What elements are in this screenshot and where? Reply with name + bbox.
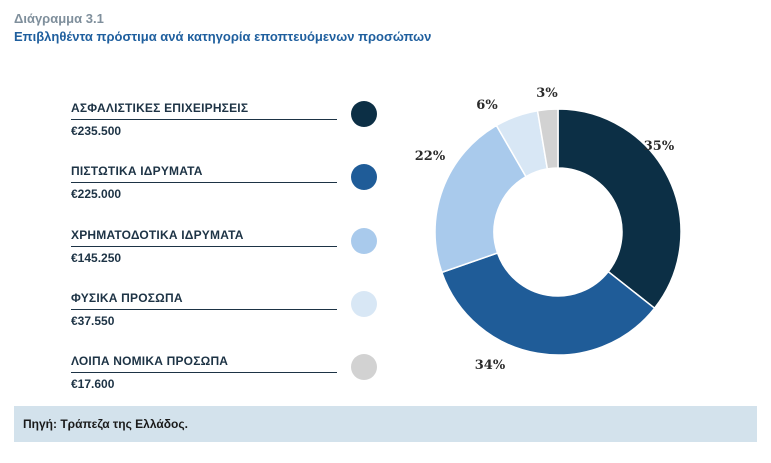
legend-label: ΠΙΣΤΩΤΙΚΑ ΙΔΡΥΜΑΤΑ xyxy=(71,164,203,178)
chart-title: Επιβληθέντα πρόστιμα ανά κατηγορία εποπτ… xyxy=(14,29,432,44)
legend-item: ΠΙΣΤΩΤΙΚΑ ΙΔΡΥΜΑΤΑ €225.000 xyxy=(71,164,393,212)
legend-swatch xyxy=(351,101,377,127)
donut-slice xyxy=(557,108,682,310)
legend-divider xyxy=(71,119,337,120)
legend-value: €37.550 xyxy=(71,314,115,328)
legend-value: €225.000 xyxy=(71,187,122,201)
legend-label: ΧΡΗΜΑΤΟΔΟΤΙΚΑ ΙΔΡΥΜΑΤΑ xyxy=(71,228,244,242)
legend-swatch xyxy=(351,164,377,190)
slice-percent-label: 22% xyxy=(415,149,446,164)
source-note: Πηγή: Τράπεζα της Ελλάδος. xyxy=(23,417,188,431)
legend-value: €145.250 xyxy=(71,251,122,265)
legend-swatch xyxy=(351,354,377,380)
legend-item: ΦΥΣΙΚΑ ΠΡΟΣΩΠΑ €37.550 xyxy=(71,291,393,339)
legend-divider xyxy=(71,309,337,310)
legend-item: ΛΟΙΠΑ ΝΟΜΙΚΑ ΠΡΟΣΩΠΑ €17.600 xyxy=(71,354,393,402)
donut-slice xyxy=(440,252,656,356)
slice-percent-label: 35% xyxy=(644,139,675,154)
legend-label: ΦΥΣΙΚΑ ΠΡΟΣΩΠΑ xyxy=(71,291,183,305)
legend-divider xyxy=(71,246,337,247)
slice-percent-label: 34% xyxy=(475,358,506,373)
slice-percent-label: 6% xyxy=(476,98,498,113)
legend-divider xyxy=(71,372,337,373)
legend-divider xyxy=(71,182,337,183)
legend-item: ΧΡΗΜΑΤΟΔΟΤΙΚΑ ΙΔΡΥΜΑΤΑ €145.250 xyxy=(71,228,393,276)
legend-value: €17.600 xyxy=(71,377,115,391)
source-box: Πηγή: Τράπεζα της Ελλάδος. xyxy=(14,406,757,442)
slice-percent-label: 3% xyxy=(536,86,558,101)
legend-value: €235.500 xyxy=(71,124,122,138)
legend-label: ΛΟΙΠΑ ΝΟΜΙΚΑ ΠΡΟΣΩΠΑ xyxy=(71,354,229,368)
legend-swatch xyxy=(351,228,377,254)
legend-swatch xyxy=(351,291,377,317)
figure-number: Διάγραμμα 3.1 xyxy=(14,11,104,26)
legend-label: ΑΣΦΑΛΙΣΤΙΚΕΣ ΕΠΙΧΕΙΡΗΣΕΙΣ xyxy=(71,101,249,115)
donut-slice xyxy=(536,108,559,170)
donut-slice xyxy=(434,124,527,274)
legend-item: ΑΣΦΑΛΙΣΤΙΚΕΣ ΕΠΙΧΕΙΡΗΣΕΙΣ €235.500 xyxy=(71,101,393,149)
